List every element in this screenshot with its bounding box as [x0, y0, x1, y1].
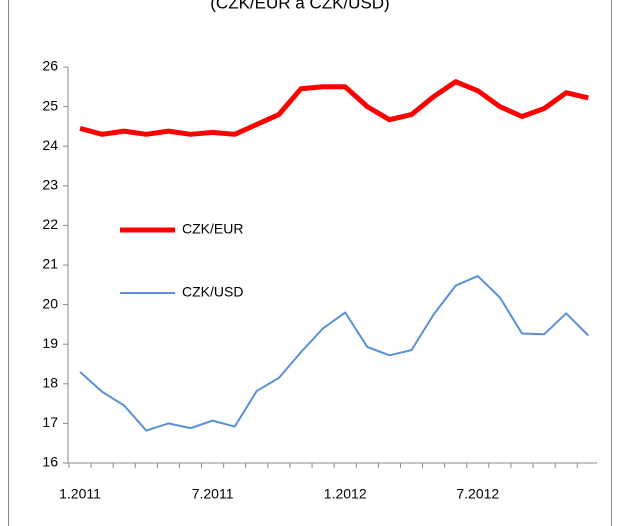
chart-title: (CZK/EUR a CZK/USD)	[210, 0, 389, 12]
y-tick-label: 22	[42, 216, 58, 232]
y-tick-label: 18	[42, 375, 58, 391]
legend-label: CZK/USD	[182, 284, 243, 300]
y-tick-label: 21	[42, 256, 58, 272]
y-tick-label: 24	[42, 137, 58, 153]
legend-label: CZK/EUR	[182, 221, 243, 237]
y-tick-label: 23	[42, 177, 58, 193]
chart-frame	[8, 0, 612, 526]
x-tick-label: 1.2012	[324, 486, 367, 502]
y-tick-label: 16	[42, 454, 58, 470]
x-tick-label: 7.2012	[456, 486, 499, 502]
x-tick-label: 1.2011	[59, 486, 101, 502]
series-line	[79, 275, 590, 432]
x-tick-label: 7.2011	[192, 486, 234, 502]
series-line	[79, 79, 589, 137]
y-tick-label: 25	[42, 97, 58, 113]
y-tick-label: 17	[42, 414, 58, 430]
y-tick-label: 19	[42, 335, 58, 351]
y-tick-label: 26	[42, 58, 58, 74]
y-tick-label: 20	[42, 295, 58, 311]
